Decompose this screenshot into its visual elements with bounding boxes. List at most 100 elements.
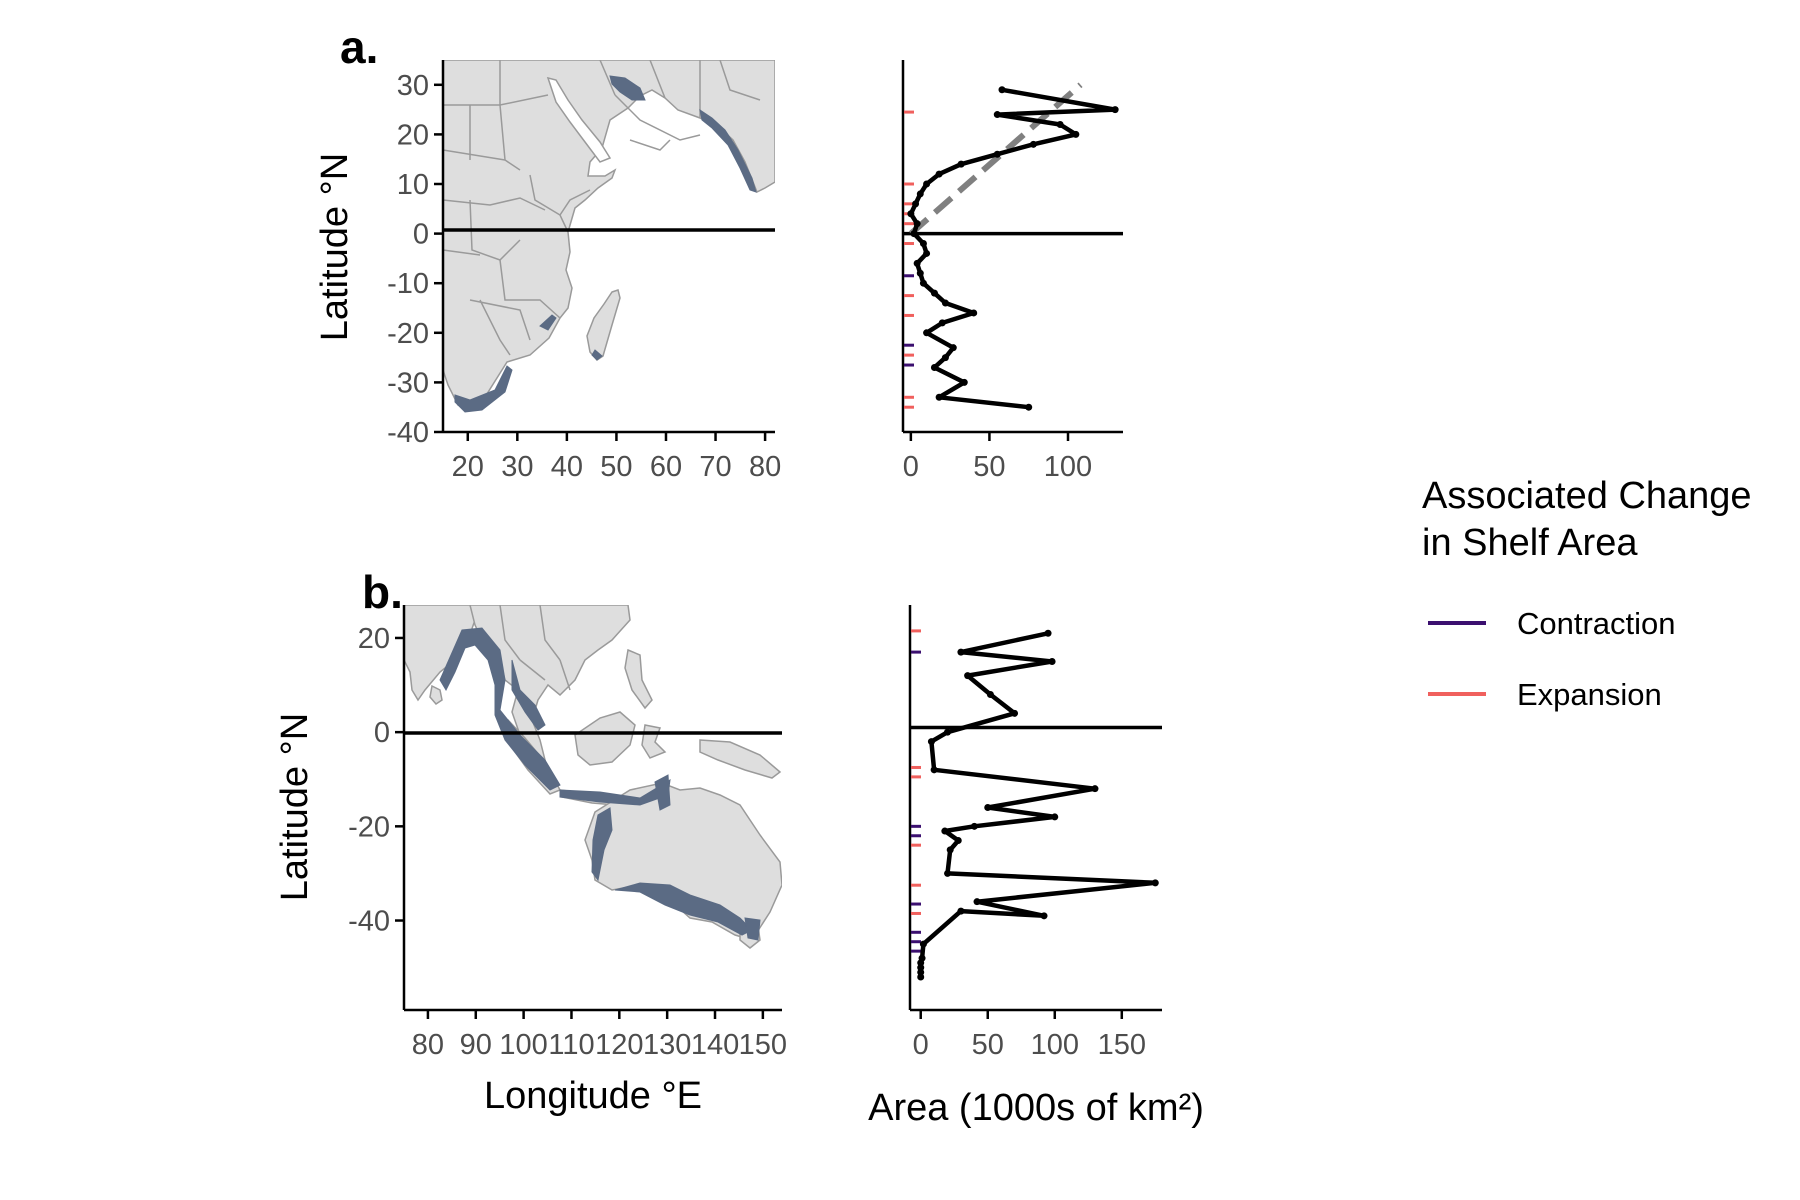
red-sea xyxy=(546,76,612,163)
map-b-y-ticks: 20 0 -20 -40 xyxy=(348,623,404,938)
country-borders-b xyxy=(499,605,571,691)
land-australia xyxy=(584,782,782,941)
data-point xyxy=(919,240,927,248)
data-point xyxy=(907,210,915,218)
profile-a-trend-line xyxy=(908,82,1083,236)
data-point xyxy=(923,329,931,337)
data-point xyxy=(930,289,938,297)
x-tick-label: 0 xyxy=(903,451,919,483)
y-tick-label: 10 xyxy=(397,169,429,201)
data-point xyxy=(916,190,924,198)
map-a-y-axis-title: Latitude °N xyxy=(314,153,356,341)
data-point xyxy=(1011,709,1019,717)
profile-panel-b: 0 50 100 150 Area (1000s of km²) xyxy=(868,605,1204,1129)
map-a-y-ticks: 30 20 10 0 -10 -20 -30 -40 xyxy=(387,70,443,449)
legend: Associated Change in Shelf Area Contract… xyxy=(1422,475,1752,712)
y-tick-label: -40 xyxy=(387,417,429,449)
data-point xyxy=(930,766,938,774)
data-point xyxy=(944,728,952,736)
x-tick-label: 90 xyxy=(460,1029,492,1061)
data-point xyxy=(1051,813,1059,821)
data-point xyxy=(1056,120,1064,128)
data-point xyxy=(1048,658,1056,666)
data-point xyxy=(949,344,957,352)
map-b-x-ticks: 80 90 100 110 120 130 140 150 xyxy=(412,1010,787,1061)
data-point xyxy=(1091,785,1099,793)
land-madagascar xyxy=(586,289,621,361)
land-india xyxy=(404,605,476,702)
map-a-x-ticks: 20 30 40 50 60 70 80 xyxy=(452,432,781,483)
data-point xyxy=(986,690,994,698)
x-tick-label: 100 xyxy=(499,1029,547,1061)
x-tick-label: 50 xyxy=(973,451,1005,483)
map-b-x-axis-title: Longitude °E xyxy=(484,1075,702,1117)
y-tick-label: 20 xyxy=(397,119,429,151)
legend-label-contraction: Contraction xyxy=(1517,606,1676,641)
data-point xyxy=(941,827,949,835)
data-point xyxy=(913,259,921,267)
data-point xyxy=(957,160,965,168)
data-point xyxy=(1040,912,1048,920)
data-point xyxy=(970,822,978,830)
country-borders xyxy=(443,60,761,356)
data-point xyxy=(946,846,954,854)
data-point xyxy=(916,269,924,277)
shelf-areas-b xyxy=(439,627,761,941)
data-point xyxy=(927,738,935,746)
x-tick-label: 30 xyxy=(501,451,533,483)
y-tick-label: 20 xyxy=(358,623,390,655)
data-point xyxy=(1072,130,1080,138)
y-tick-label: 0 xyxy=(374,717,390,749)
shelf-areas xyxy=(454,75,757,413)
data-point xyxy=(984,804,992,811)
data-point xyxy=(910,230,918,238)
data-point xyxy=(970,309,978,317)
x-tick-label: 150 xyxy=(739,1029,787,1061)
x-tick-label: 140 xyxy=(691,1029,739,1061)
panel-label-a: a. xyxy=(340,21,378,73)
land-philippines xyxy=(624,648,653,710)
profile-b-points xyxy=(917,629,1159,981)
x-tick-label: 150 xyxy=(1098,1029,1146,1061)
profile-b-change-markers xyxy=(911,629,921,953)
data-point xyxy=(923,249,931,257)
data-point xyxy=(964,672,972,680)
legend-label-expansion: Expansion xyxy=(1517,677,1662,712)
data-point xyxy=(954,836,962,844)
panel-label-b: b. xyxy=(362,566,403,618)
x-tick-label: 120 xyxy=(595,1029,643,1061)
legend-title-line2: in Shelf Area xyxy=(1422,522,1638,564)
y-tick-label: -20 xyxy=(387,318,429,350)
data-point xyxy=(993,150,1001,158)
map-panel-b: 20 0 -20 -40 80 90 100 110 120 130 140 150 Latitud… xyxy=(274,566,787,1117)
x-tick-label: 100 xyxy=(1031,1029,1079,1061)
data-point xyxy=(941,299,949,307)
y-tick-label: -10 xyxy=(387,268,429,300)
y-tick-label: -40 xyxy=(348,906,390,938)
data-point xyxy=(973,898,981,906)
y-tick-label: -30 xyxy=(387,367,429,399)
data-point xyxy=(912,200,920,208)
data-point xyxy=(923,180,931,188)
profile-a-series-line xyxy=(908,87,1118,410)
y-tick-label: 30 xyxy=(397,70,429,102)
land-sulawesi xyxy=(641,724,667,759)
x-tick-label: 80 xyxy=(412,1029,444,1061)
x-tick-label: 110 xyxy=(548,1029,594,1061)
profile-b-x-ticks: 0 50 100 150 xyxy=(913,1010,1146,1061)
x-tick-label: 40 xyxy=(551,451,583,483)
data-point xyxy=(1025,403,1033,411)
land-sri-lanka xyxy=(429,684,443,705)
data-point xyxy=(1111,106,1119,114)
x-tick-label: 100 xyxy=(1044,451,1092,483)
x-tick-label: 50 xyxy=(972,1029,1004,1061)
data-point xyxy=(938,319,946,327)
x-tick-label: 80 xyxy=(749,451,781,483)
data-point xyxy=(941,354,949,362)
data-point xyxy=(919,940,927,948)
profile-a-change-markers xyxy=(904,110,914,409)
data-point xyxy=(957,907,965,915)
data-point xyxy=(1044,629,1052,637)
data-point xyxy=(1029,140,1037,148)
data-point xyxy=(935,393,943,401)
